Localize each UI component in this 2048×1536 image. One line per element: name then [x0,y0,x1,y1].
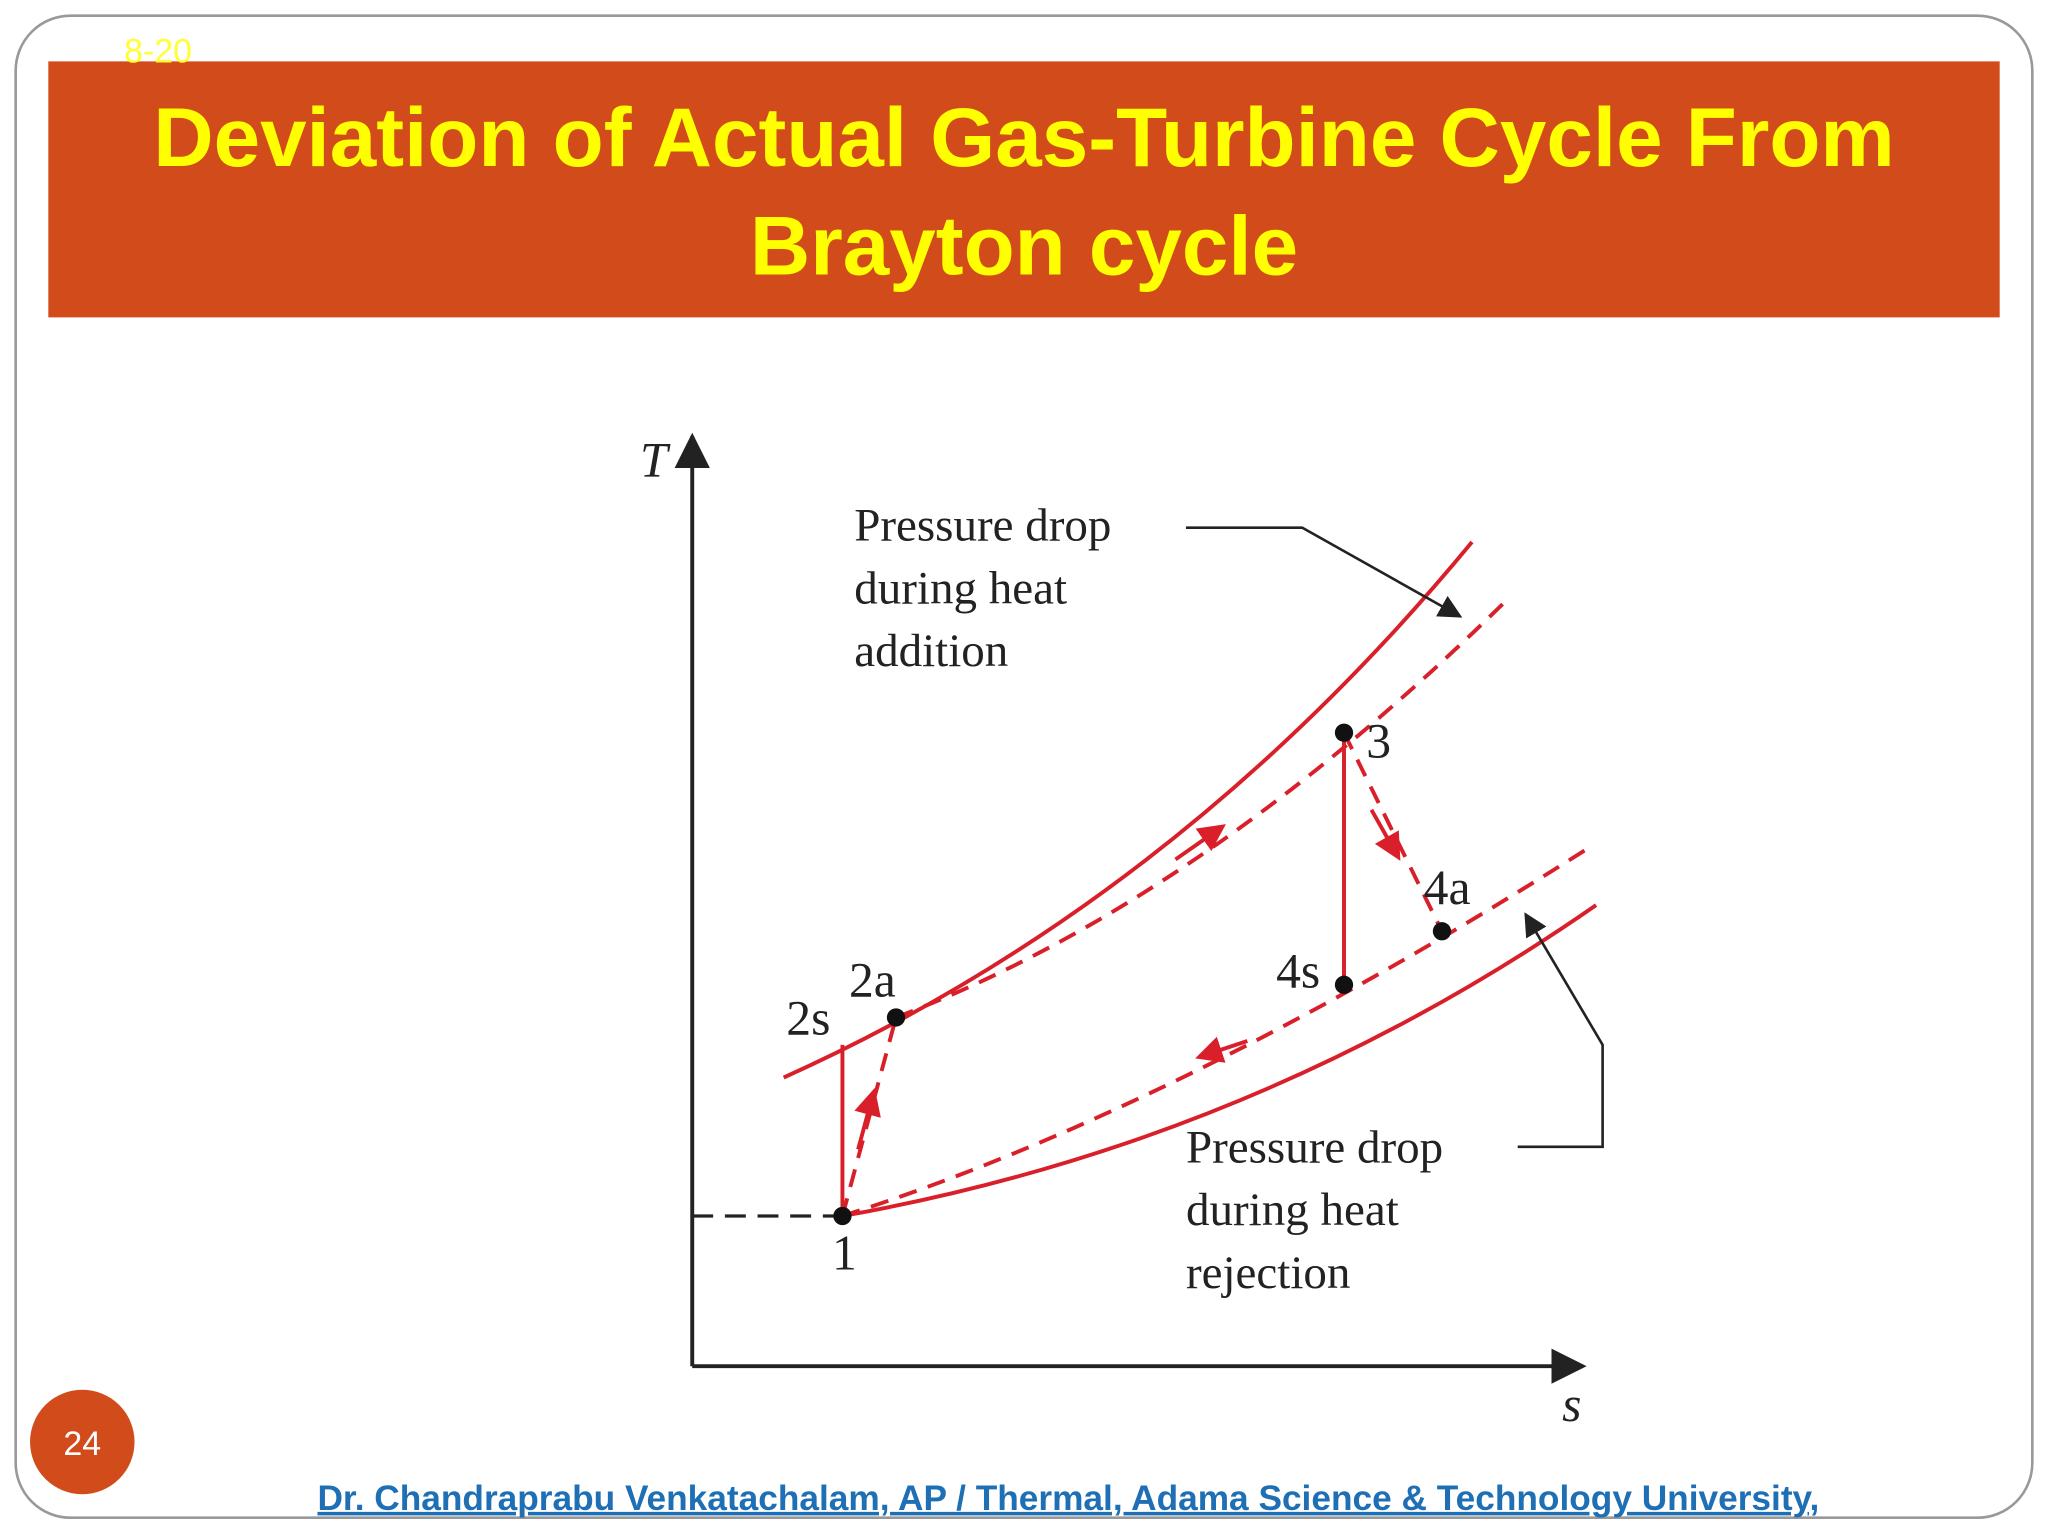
annotation: during heat [1186,1184,1399,1236]
low-pressure-line [842,903,1598,1218]
state-point [1432,922,1452,941]
ts-diagram: T s 1 2s 2a 3 4s 4a Pressure drop during… [640,432,1604,1432]
point-label: 1 [832,1226,857,1281]
title: Deviation of Actual Gas-Turbine Cycle Fr… [153,90,1895,184]
state-point [1334,975,1354,994]
point-label: 3 [1366,714,1391,769]
slide-frame [14,14,2034,1520]
flow-arrow [854,1087,881,1150]
flow-arrow [1195,1036,1248,1063]
footer: Dr. Chandraprabu Venkatachalam, AP / The… [317,1479,1819,1518]
state-point [833,1206,852,1226]
flow-arrow [1369,808,1401,861]
title: Brayton cycle [750,198,1298,292]
leader-line [1517,912,1604,1149]
annotation: addition [854,625,1008,677]
annotation: rejection [1186,1247,1350,1299]
state-point [1334,723,1354,742]
point-label: 4a [1424,860,1471,915]
point-label: 2a [849,953,896,1008]
annotation: Pressure drop [854,500,1111,552]
actual-heat-rejection [841,847,1588,1218]
slide-tag: 8-20 [124,33,192,71]
point-label: 2s [786,990,830,1045]
page-badge [30,1389,135,1495]
state-point [886,1008,906,1027]
annotation: during heat [854,562,1067,614]
point-label: 4s [1276,943,1320,998]
actual-expansion [1342,731,1444,933]
state-points [833,723,1452,1226]
leader-line [1185,526,1463,618]
y-axis-label: T [640,433,671,488]
actual-heat-addition [895,596,1510,1020]
x-axis-label: s [1562,1377,1581,1432]
page-number: 24 [63,1425,101,1463]
title-banner [48,61,2000,318]
annotation: Pressure drop [1186,1121,1443,1173]
flow-arrow [1174,824,1226,862]
